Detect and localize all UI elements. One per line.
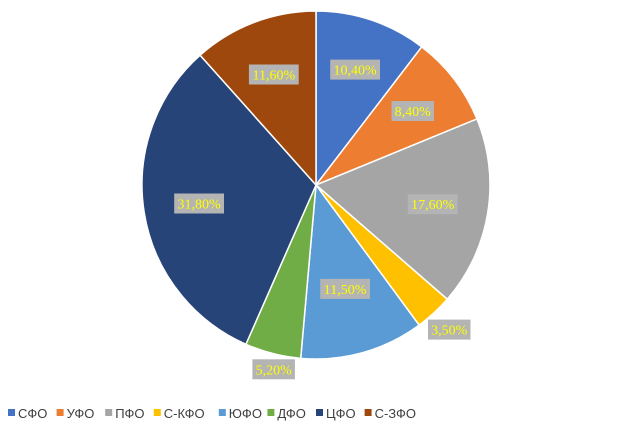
legend-swatch-7 (316, 409, 323, 416)
legend-swatch-3 (105, 409, 113, 416)
pie-slice-3 (314, 117, 491, 301)
data-label-7: 31,80% (178, 198, 222, 213)
legend-swatch-4 (153, 409, 161, 416)
data-label-bg-6 (252, 359, 295, 380)
legend-label-8: С-ЗФО (375, 406, 416, 421)
data-label-5: 11,50% (324, 283, 367, 298)
legend-swatch-2 (56, 409, 64, 416)
data-label-bg-4 (428, 319, 471, 340)
data-label-bg-3 (407, 194, 458, 215)
data-label-6: 5,20% (256, 363, 293, 378)
data-label-bg-5 (320, 278, 370, 299)
legend-label-7: ЦФО (326, 406, 356, 421)
legend-swatch-5 (218, 409, 226, 416)
legend-swatch-8 (364, 409, 372, 416)
legend-swatch-1 (8, 409, 15, 416)
data-label-bg-2 (391, 101, 434, 121)
legend-label-5: ЮФО (229, 406, 262, 421)
data-label-bg-8 (248, 64, 299, 85)
legend-label-4: С-КФО (164, 406, 205, 421)
legend-label-1: СФО (18, 406, 47, 421)
pie-slice-8 (199, 10, 317, 187)
legend-label-2: УФО (67, 406, 95, 421)
legend-label-3: ПФО (115, 406, 144, 421)
legend-swatch-6 (267, 409, 275, 416)
pie-slices (141, 10, 491, 360)
pie-slice-1 (315, 10, 423, 188)
legend: СФО УФО ПФО С-КФО ЮФО ДФО ЦФО С-ЗФО (8, 406, 416, 421)
pie-slice-5 (299, 182, 421, 360)
data-label-4: 3,50% (431, 324, 468, 339)
pie-slice-7 (141, 54, 317, 346)
data-label-bg-1 (330, 59, 380, 80)
data-labels: 10,40% 8,40% 17,60% 3,50% 11,50% 5,20% 31,80% 1… (174, 59, 471, 380)
data-label-1: 10,40% (334, 64, 378, 79)
data-label-3: 17,60% (411, 198, 455, 213)
data-label-bg-7 (174, 193, 224, 214)
data-label-2: 8,40% (395, 105, 432, 120)
data-label-8: 11,60% (252, 69, 295, 84)
legend-label-6: ДФО (277, 406, 306, 421)
